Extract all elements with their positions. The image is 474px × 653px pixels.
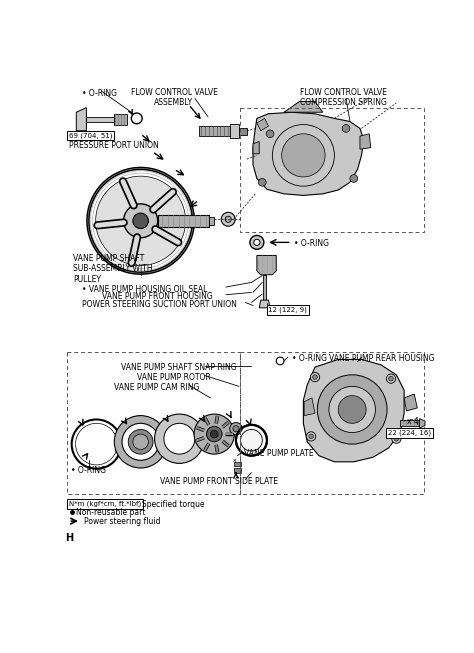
Circle shape [389,376,393,381]
Circle shape [178,457,181,460]
Circle shape [96,176,186,266]
Polygon shape [303,359,404,462]
Text: 22 (224, 16): 22 (224, 16) [388,430,431,436]
Polygon shape [360,134,371,149]
Text: • O-RING: • O-RING [82,89,118,98]
Circle shape [350,174,357,182]
Circle shape [254,239,260,246]
Polygon shape [113,114,128,125]
Polygon shape [253,112,364,195]
Text: 69 (704, 51): 69 (704, 51) [69,133,112,138]
Polygon shape [257,118,268,131]
Circle shape [221,212,235,226]
Text: VANE PUMP PLATE: VANE PUMP PLATE [244,449,313,458]
Text: N*m (kgf*cm, ft.*lbf): N*m (kgf*cm, ft.*lbf) [69,500,141,507]
Text: H: H [65,533,73,543]
Circle shape [194,414,235,454]
Polygon shape [263,275,266,302]
Circle shape [233,426,239,432]
Text: 12 (122, 9): 12 (122, 9) [268,306,307,313]
Circle shape [168,420,171,423]
Circle shape [207,426,222,442]
Circle shape [155,414,204,464]
Polygon shape [235,468,241,473]
Circle shape [168,454,171,458]
Polygon shape [304,398,315,415]
Circle shape [250,236,264,249]
Circle shape [122,423,159,460]
Polygon shape [253,142,259,154]
Text: x 4: x 4 [407,417,419,426]
Polygon shape [86,117,113,122]
Circle shape [238,427,264,453]
Circle shape [392,434,401,443]
Text: VANE PUMP CAM RING: VANE PUMP CAM RING [113,383,199,392]
Circle shape [230,422,242,435]
Text: VANE PUMP ROTOR: VANE PUMP ROTOR [137,374,210,382]
Circle shape [160,427,164,430]
Circle shape [307,432,316,441]
Polygon shape [209,217,214,225]
Text: • O-RING: • O-RING [71,466,106,475]
Circle shape [164,423,195,454]
Circle shape [317,375,387,444]
Circle shape [266,130,274,138]
Polygon shape [239,127,247,135]
Circle shape [329,387,375,432]
Polygon shape [76,108,86,131]
Text: Power steering fluid: Power steering fluid [84,517,161,526]
Text: • O-RING: • O-RING [292,354,327,363]
Circle shape [342,125,350,133]
Text: PRESSURE PORT UNION: PRESSURE PORT UNION [69,142,158,150]
Polygon shape [259,300,270,308]
Circle shape [210,430,218,438]
Text: VANE PUMP FRONT HOUSING: VANE PUMP FRONT HOUSING [102,293,213,302]
Text: VANE PUMP FRONT SIDE PLATE: VANE PUMP FRONT SIDE PLATE [160,477,278,486]
Circle shape [310,372,319,382]
Text: : Specified torque: : Specified torque [137,500,204,509]
Circle shape [338,396,366,423]
Circle shape [225,216,231,223]
Circle shape [198,437,201,440]
Circle shape [160,447,164,451]
Text: Non-reusable part: Non-reusable part [76,508,146,517]
Text: FLOW CONTROL VALVE
COMPRESSION SPRING: FLOW CONTROL VALVE COMPRESSION SPRING [300,88,386,107]
Circle shape [313,375,317,379]
Text: • O-RING: • O-RING [294,238,329,247]
Circle shape [133,434,148,449]
Polygon shape [199,126,230,136]
Circle shape [282,134,325,177]
Circle shape [258,178,266,186]
Circle shape [188,420,191,423]
Polygon shape [230,124,239,138]
Circle shape [158,437,161,440]
Circle shape [188,454,191,458]
Text: VANE PUMP REAR HOUSING: VANE PUMP REAR HOUSING [329,354,435,363]
Text: POWER STEERING SUCTION PORT UNION: POWER STEERING SUCTION PORT UNION [82,300,237,309]
Circle shape [128,430,153,454]
Circle shape [124,204,158,238]
Circle shape [386,374,396,383]
Circle shape [178,417,181,421]
Polygon shape [284,101,323,112]
Circle shape [309,434,313,439]
Polygon shape [235,462,241,466]
Circle shape [394,436,399,441]
Circle shape [114,415,167,468]
Polygon shape [419,419,425,428]
Circle shape [195,427,199,430]
Polygon shape [158,215,209,227]
Text: FLOW CONTROL VALVE
ASSEMBLY: FLOW CONTROL VALVE ASSEMBLY [130,88,218,107]
Polygon shape [257,255,276,275]
Circle shape [133,213,148,229]
Polygon shape [404,394,417,411]
Circle shape [195,447,199,451]
Polygon shape [400,421,419,426]
Text: • VANE PUMP HOUSING OIL SEAL: • VANE PUMP HOUSING OIL SEAL [82,285,208,294]
Text: VANE PUMP SHAFT SNAP RING: VANE PUMP SHAFT SNAP RING [121,363,237,372]
Text: VANE PUMP SHAFT
SUB-ASSEMBLY WITH
PULLEY: VANE PUMP SHAFT SUB-ASSEMBLY WITH PULLEY [73,254,153,283]
Text: x: x [233,458,237,463]
